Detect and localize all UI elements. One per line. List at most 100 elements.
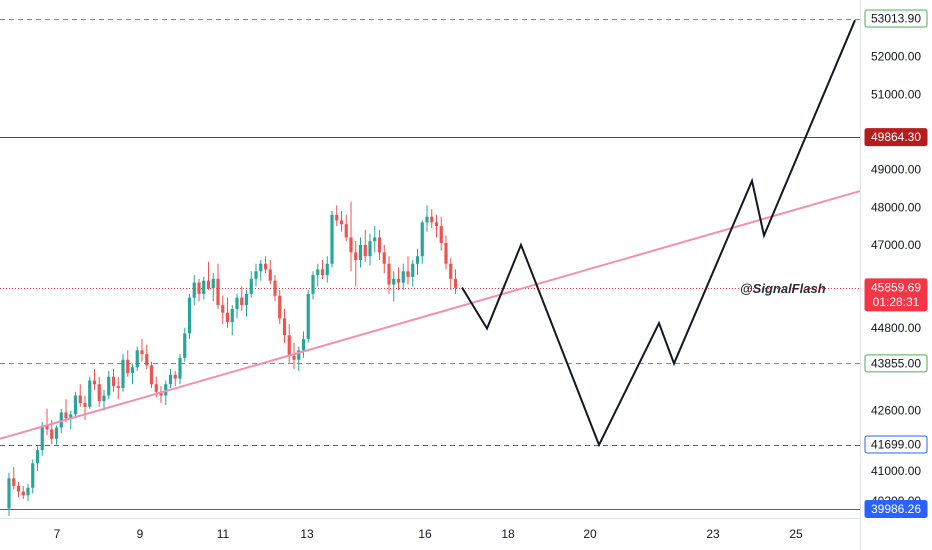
- countdown-label: 01:28:31: [873, 295, 920, 309]
- candle-body: [249, 278, 253, 294]
- candle-body: [54, 427, 59, 439]
- candle-body: [297, 350, 301, 360]
- candle-body: [197, 282, 201, 294]
- candle-body: [430, 216, 434, 223]
- candle-body: [335, 214, 339, 221]
- candle-body: [377, 237, 382, 253]
- candle-body: [31, 463, 35, 488]
- candle-body: [126, 359, 130, 373]
- price-badge: [864, 435, 928, 454]
- price-badge-label: 39986.26: [871, 502, 921, 516]
- price-tick-label: 42600.00: [871, 404, 921, 418]
- candle-body: [50, 429, 54, 439]
- candle-body: [339, 220, 344, 225]
- candle-body: [406, 271, 410, 277]
- candle-body: [330, 214, 334, 264]
- candle-body: [439, 226, 443, 244]
- candle-body: [278, 295, 282, 319]
- candle-body: [35, 450, 40, 464]
- candle-body: [453, 278, 458, 288]
- candle-body: [434, 222, 439, 227]
- candle-body: [306, 293, 310, 340]
- candle-body: [240, 297, 244, 306]
- time-tick-label: 9: [137, 527, 144, 541]
- candle-body: [183, 333, 187, 358]
- candle-body: [40, 425, 44, 451]
- candle-body: [316, 269, 320, 276]
- candle-body: [244, 293, 249, 306]
- price-badge-label: 43855.00: [871, 356, 921, 370]
- price-badge: [864, 128, 928, 147]
- candle-body: [21, 491, 25, 496]
- time-tick-label: 20: [583, 527, 597, 541]
- candle-body: [259, 263, 263, 272]
- candle-body: [320, 269, 325, 276]
- time-tick-label: 13: [300, 527, 314, 541]
- candle-body: [111, 376, 116, 387]
- candle-body: [354, 252, 358, 260]
- price-tick-label: 48000.00: [871, 200, 921, 214]
- candle-body: [358, 244, 363, 260]
- candle-body: [411, 263, 415, 277]
- time-tick-label: 23: [706, 527, 720, 541]
- candle-body: [88, 380, 92, 407]
- candle-body: [273, 280, 277, 296]
- candle-body: [12, 478, 16, 486]
- time-tick-label: 11: [217, 527, 230, 541]
- watermark-label: @SignalFlash: [740, 281, 826, 296]
- trendline-group[interactable]: [0, 190, 861, 440]
- candle-body: [64, 412, 68, 419]
- trendline: [0, 190, 861, 440]
- candle-body: [368, 241, 372, 257]
- candle-body: [373, 237, 377, 242]
- time-tick-label: 7: [54, 527, 61, 541]
- candle-body: [363, 244, 367, 257]
- candle-body: [325, 263, 329, 276]
- candle-body: [83, 403, 87, 407]
- price-tick-label: 47000.00: [871, 238, 921, 252]
- candle-body: [178, 357, 182, 379]
- candle-body: [59, 412, 63, 428]
- candle-body: [225, 312, 230, 323]
- candle-body: [415, 256, 420, 264]
- candle-body: [121, 359, 125, 389]
- candle-body: [282, 318, 287, 336]
- candle-body: [396, 278, 401, 283]
- candle-body: [311, 275, 315, 294]
- candle-body: [382, 252, 386, 264]
- candle-body: [301, 339, 306, 351]
- candlestick-series: [7, 201, 458, 517]
- candle-body: [159, 391, 163, 396]
- projection-group[interactable]: [461, 19, 856, 448]
- candle-body: [420, 222, 424, 257]
- price-badge-label: 53013.90: [871, 12, 921, 26]
- candle-body: [202, 280, 206, 294]
- candle-body: [211, 278, 215, 289]
- candle-body: [287, 335, 291, 356]
- candle-body: [230, 308, 234, 323]
- candle-body: [221, 305, 225, 313]
- time-tick-label: 18: [501, 527, 515, 541]
- candle-body: [292, 355, 296, 360]
- candle-body: [45, 425, 49, 430]
- candle-body: [164, 384, 168, 396]
- candle-body: [392, 278, 396, 285]
- candle-body: [263, 263, 268, 270]
- candle-body: [97, 384, 101, 402]
- time-axis[interactable]: 7 9 11 13 16 18 20 23 25: [0, 518, 860, 542]
- price-badge-label: 41699.00: [871, 438, 921, 452]
- time-tick-label: 16: [418, 527, 432, 541]
- candle-body: [107, 376, 111, 396]
- time-tick-label: 25: [789, 527, 803, 541]
- candle-body: [73, 395, 78, 415]
- projection-path: [461, 19, 856, 448]
- candle-body: [444, 243, 448, 264]
- price-badge: [864, 9, 928, 28]
- price-tick-label: 41000.00: [871, 464, 921, 478]
- candle-body: [135, 350, 139, 368]
- candle-body: [145, 354, 149, 366]
- candle-body: [78, 395, 82, 404]
